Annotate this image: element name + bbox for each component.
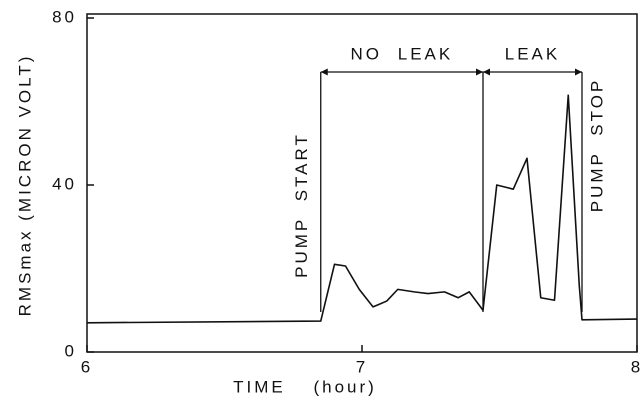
span-label: NO LEAK	[351, 44, 454, 63]
plot-frame	[86, 13, 638, 353]
data-line	[86, 94, 638, 324]
y-tick-label: 0	[65, 341, 77, 360]
event-label: PUMP STOP	[587, 78, 606, 213]
x-tick-label: 6	[81, 357, 93, 376]
event-label: PUMP START	[292, 132, 311, 278]
span-label: LEAK	[505, 44, 560, 63]
x-tick-label: 8	[631, 357, 640, 376]
y-tick-label: 80	[52, 7, 77, 26]
y-axis-label: RMSmax (MICRON VOLT)	[15, 54, 34, 317]
x-tick-label: 7	[356, 357, 368, 376]
x-axis-label: TIME (hour)	[233, 377, 377, 396]
y-tick-label: 40	[52, 174, 77, 193]
